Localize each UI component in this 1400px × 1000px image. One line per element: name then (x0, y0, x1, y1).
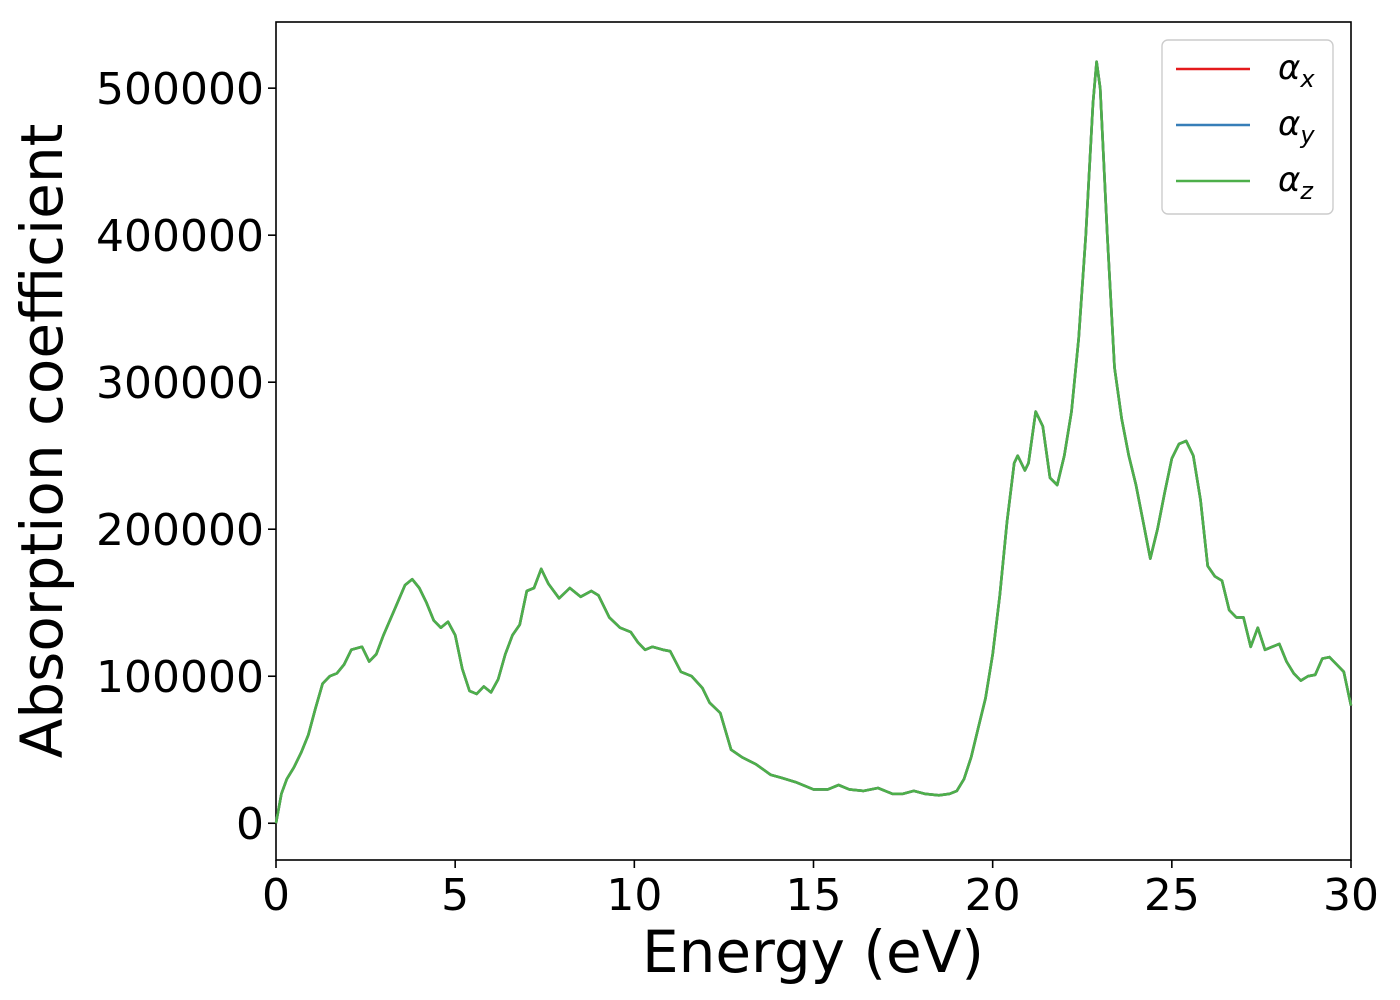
y-tick-label: 300000 (96, 358, 264, 409)
legend-subscript: y (1299, 121, 1315, 149)
series-line-alpha-z (274, 60, 1353, 824)
series-layer (274, 60, 1353, 824)
x-tick-label: 25 (1144, 870, 1200, 921)
x-tick-label: 30 (1323, 870, 1379, 921)
x-tick-label: 20 (965, 870, 1021, 921)
y-tick-label: 400000 (96, 211, 264, 262)
legend-box (1161, 39, 1334, 215)
y-tick-label: 200000 (96, 505, 264, 556)
x-axis-ticks: 0 5 10 15 20 25 30 (262, 860, 1379, 921)
x-tick-label: 15 (786, 870, 842, 921)
x-tick-label: 5 (441, 870, 469, 921)
x-tick-label: 0 (262, 870, 290, 921)
y-axis-ticks: 0 100000 200000 300000 400000 500000 (96, 64, 276, 850)
y-tick-label: 100000 (96, 652, 264, 703)
y-tick-label: 500000 (96, 64, 264, 115)
y-tick-label: 0 (236, 799, 264, 850)
y-axis-label: Absorption coefficient (8, 124, 76, 759)
x-tick-label: 10 (606, 870, 662, 921)
legend-subscript: z (1299, 177, 1314, 205)
x-axis-label: Energy (eV) (642, 918, 984, 986)
legend-subscript: x (1299, 65, 1315, 93)
